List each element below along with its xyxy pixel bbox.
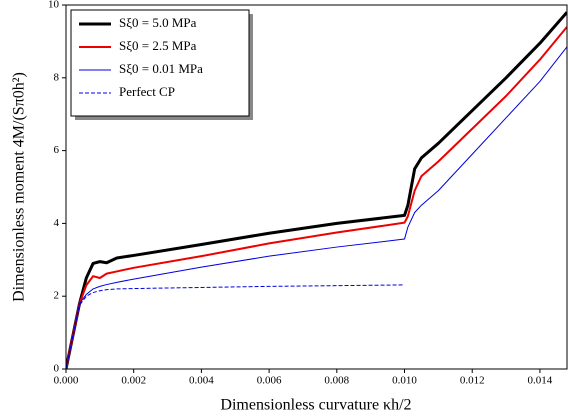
x-tick-label: 0.014 bbox=[528, 375, 553, 387]
x-tick-label: 0.006 bbox=[257, 375, 282, 387]
y-tick-label: 10 bbox=[48, 0, 60, 11]
legend-label: Sξ0 = 0.01 MPa bbox=[119, 61, 203, 76]
legend-box bbox=[70, 9, 250, 117]
legend-label: Sξ0 = 5.0 MPa bbox=[119, 15, 197, 30]
y-tick-label: 6 bbox=[54, 144, 60, 156]
x-tick-label: 0.004 bbox=[189, 375, 214, 387]
x-tick-label: 0.008 bbox=[324, 375, 349, 387]
x-tick-label: 0.010 bbox=[392, 375, 417, 387]
y-tick-label: 0 bbox=[54, 363, 60, 375]
series-line bbox=[66, 11, 567, 369]
x-axis-label: Dimensionless curvature κh/2 bbox=[220, 397, 411, 414]
plot-frame bbox=[65, 4, 568, 370]
series-line bbox=[66, 284, 405, 369]
series-line bbox=[66, 26, 567, 369]
x-tick-label: 0.000 bbox=[54, 375, 79, 387]
legend-label: Sξ0 = 2.5 MPa bbox=[119, 38, 197, 53]
x-tick-label: 0.012 bbox=[460, 375, 485, 387]
y-tick-label: 2 bbox=[54, 290, 60, 302]
y-axis-label: Dimensionless moment 4M/(Sπ0h²) bbox=[11, 72, 28, 302]
x-tick-label: 0.002 bbox=[121, 375, 146, 387]
y-tick-label: 4 bbox=[54, 217, 60, 229]
y-tick-label: 8 bbox=[54, 71, 60, 83]
legend-label: Perfect CP bbox=[119, 84, 175, 99]
series-line bbox=[66, 46, 567, 369]
